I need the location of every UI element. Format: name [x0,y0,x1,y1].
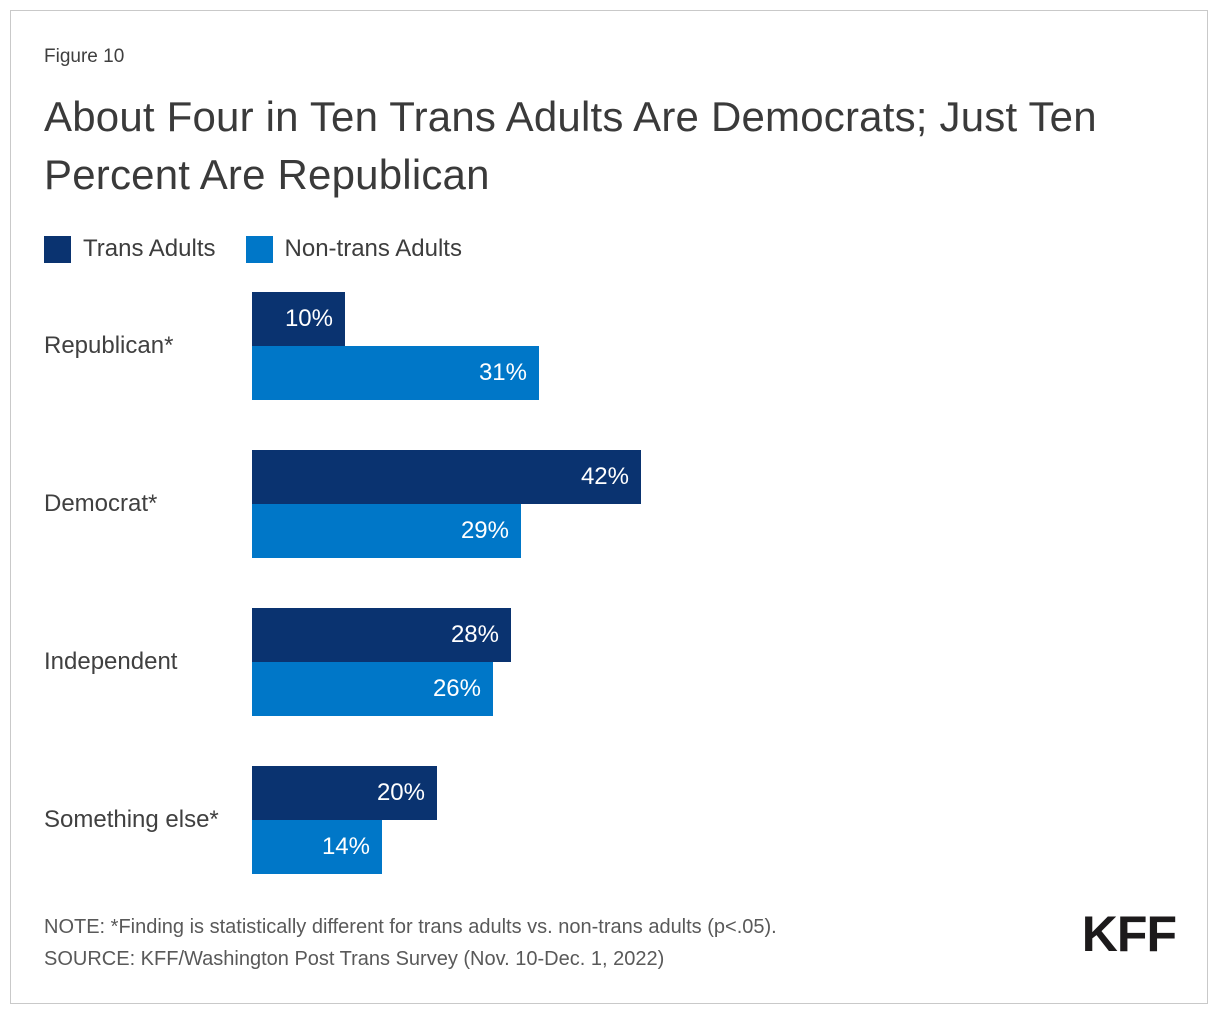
figure-number: Figure 10 [44,46,125,67]
bar-value-label: 26% [432,675,481,702]
bar-non-trans-adults: 14% [252,820,382,874]
bar-trans-adults: 20% [252,766,437,820]
category-label: Something else* [44,806,219,833]
bar-value-label: 28% [450,621,499,648]
bar-group: 28% 26% [252,608,511,716]
legend-swatch-icon [245,235,273,263]
kff-logo: KFF [1081,906,1177,962]
source-text: SOURCE: KFF/Washington Post Trans Survey… [44,948,665,970]
legend-label: Non-trans Adults [284,235,462,262]
bar-value-label: 14% [321,833,370,860]
bar-value-label: 29% [460,517,509,544]
bar-non-trans-adults: 31% [252,346,539,400]
bar-group: 20% 14% [252,766,437,874]
chart-legend: Trans Adults Non-trans Adults [44,235,462,263]
bar-chart: Republican* 10% 31% Democrat* 42% 29% Independ… [44,292,1174,874]
chart-row: Democrat* 42% 29% [44,450,1174,558]
bar-value-label: 10% [284,305,333,332]
category-label: Independent [44,648,178,675]
bar-trans-adults: 28% [252,608,511,662]
bar-non-trans-adults: 29% [252,504,521,558]
legend-label: Trans Adults [83,235,216,262]
legend-item: Trans Adults [44,235,216,263]
bar-trans-adults: 42% [252,450,641,504]
bar-value-label: 42% [580,463,629,490]
bar-trans-adults: 10% [252,292,345,346]
legend-swatch-icon [44,235,71,263]
chart-row: Something else* 20% 14% [44,766,1174,874]
legend-item: Non-trans Adults [245,235,462,263]
note-text: NOTE: *Finding is statistically differen… [44,916,777,938]
bar-group: 10% 31% [252,292,539,400]
category-label: Democrat* [44,490,158,517]
chart-row: Independent 28% 26% [44,608,1174,716]
chart-title: About Four in Ten Trans Adults Are Democ… [44,93,1097,198]
bar-value-label: 20% [376,779,425,806]
bar-value-label: 31% [478,359,527,386]
category-label: Republican* [44,332,174,359]
bar-group: 42% 29% [252,450,641,558]
chart-row: Republican* 10% 31% [44,292,1174,400]
bar-non-trans-adults: 26% [252,662,493,716]
